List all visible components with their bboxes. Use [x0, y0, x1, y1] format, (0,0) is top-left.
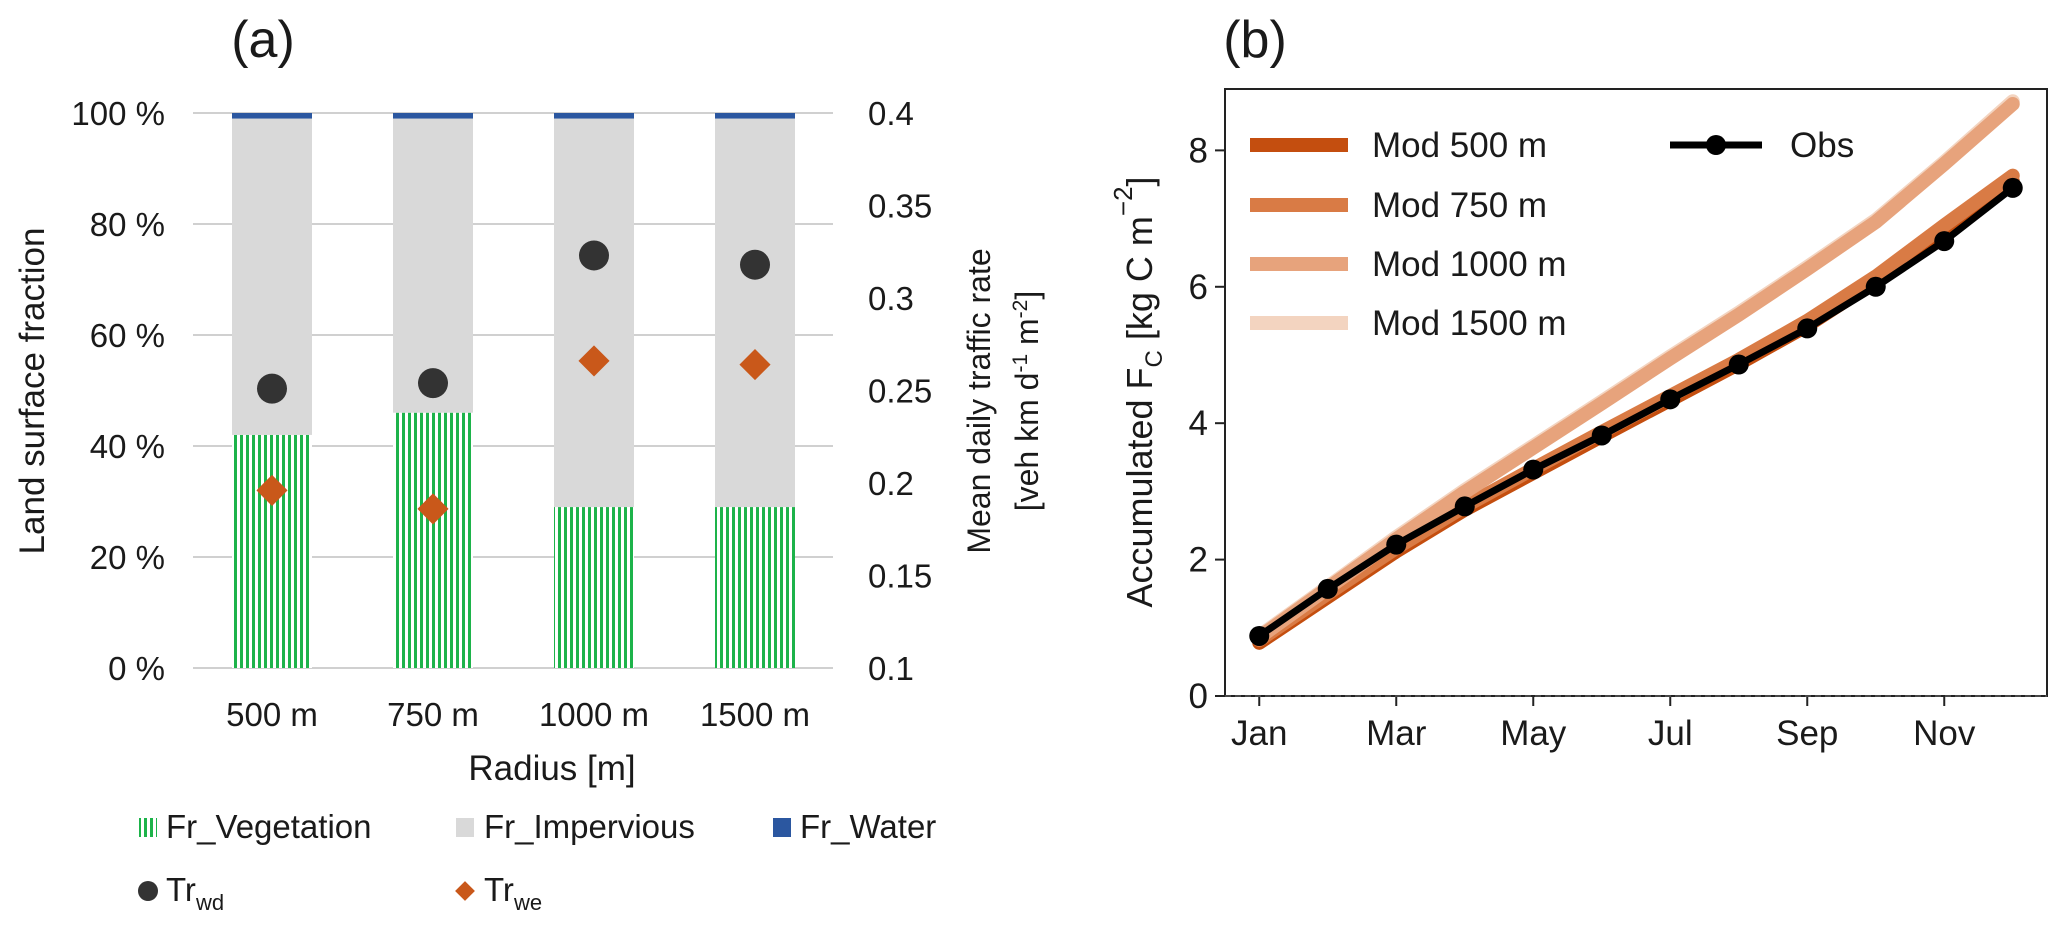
right-y-tick-label: 0.4: [868, 95, 914, 132]
y-tick-label: 20 %: [90, 539, 165, 576]
right-y-tick-label: 0.15: [868, 558, 932, 595]
y-tick-label: 40 %: [90, 428, 165, 465]
panel-a-bars: [232, 113, 795, 668]
point-obs-1: [1249, 625, 1270, 646]
point-obs-3: [1386, 534, 1407, 555]
point-obs-9: [1797, 318, 1818, 339]
y-tick-label: 80 %: [90, 206, 165, 243]
line-mod-1000-m: [1252, 97, 2020, 645]
right-y-tick-label: 0.2: [868, 465, 914, 502]
x-tick-label: Mar: [1366, 714, 1427, 753]
legend-label-tr-we: Trwe: [484, 871, 542, 915]
panel-a-title: (a): [231, 11, 295, 69]
x-tick-label: 1000 m: [539, 696, 649, 733]
marker-tr-we-500-m: [256, 474, 288, 506]
point-obs-2: [1317, 578, 1338, 599]
legend-label-water: Fr_Water: [800, 808, 936, 845]
point-obs-12: [2002, 177, 2023, 198]
bar-fr-impervious-1000-m: [554, 118, 634, 508]
legend-swatch-water: [773, 818, 791, 837]
panel-a-right-y-label-line2: [veh km d-1 m-2]: [1009, 291, 1046, 512]
panel-a-y-label: Land surface fraction: [13, 228, 52, 555]
panel-a-x-axis: 500 m 750 m 1000 m 1500 m: [226, 696, 810, 733]
line-obs: [1255, 184, 2017, 640]
legend-label-tr-wd: Trwd: [166, 871, 224, 915]
panel-a-right-axis: 0.1 0.15 0.2 0.25 0.3 0.35 0.4: [868, 95, 932, 687]
right-y-tick-label: 0.3: [868, 280, 914, 317]
x-tick-label: Jan: [1231, 714, 1287, 753]
point-obs-6: [1591, 425, 1612, 446]
panel-b-y-label: Accumulated FC [kg C m−2]: [1108, 176, 1168, 607]
bar-fr-vegetation-1500-m: [715, 507, 795, 668]
y-tick-label: 60 %: [90, 317, 165, 354]
bar-fr-water-1000-m: [554, 113, 634, 119]
panel-a-right-y-label-line1: Mean daily traffic rate: [961, 248, 997, 553]
legend-marker-tr-we: [455, 881, 475, 901]
panel-a-legend: Fr_Vegetation Fr_Impervious Fr_Water Trw…: [138, 808, 936, 915]
panel-b-title: (b): [1223, 11, 1287, 69]
x-tick-label: 500 m: [226, 696, 318, 733]
x-tick-label: 1500 m: [700, 696, 810, 733]
x-tick-label: Jul: [1648, 714, 1693, 753]
panel-b: (b) 0 2 4 6 8 Jan Mar May Jul Sep Nov Accumulated …: [1108, 11, 2048, 753]
point-obs-5: [1523, 459, 1544, 480]
point-obs-8: [1728, 354, 1749, 375]
legend-marker-obs: [1706, 135, 1726, 155]
legend-label-mod-1500: Mod 1500 m: [1372, 304, 1567, 343]
legend-label-mod-1000: Mod 1000 m: [1372, 245, 1567, 284]
panel-a: (a) 0 %20 %40 %60 %80 %100 % 0.10.150.20…: [13, 11, 1045, 915]
point-obs-11: [1934, 231, 1955, 252]
x-tick-label: Sep: [1776, 714, 1838, 753]
y-tick-label: 0: [1189, 677, 1208, 716]
y-tick-label: 2: [1189, 541, 1208, 580]
marker-tr-wd-1000-m: [579, 240, 609, 271]
bar-fr-water-750-m: [393, 113, 473, 119]
legend-swatch-impervious: [456, 818, 474, 837]
legend-swatch-vegetation: [139, 818, 157, 837]
legend-label-mod-750: Mod 750 m: [1372, 186, 1547, 225]
legend-label-impervious: Fr_Impervious: [484, 808, 695, 845]
marker-tr-wd-1500-m: [740, 249, 770, 280]
bar-fr-vegetation-750-m: [393, 412, 473, 668]
point-obs-4: [1454, 496, 1475, 517]
y-tick-label: 100 %: [71, 95, 165, 132]
bar-fr-impervious-1500-m: [715, 118, 795, 508]
x-tick-label: Nov: [1913, 714, 1976, 753]
panel-b-axes-ticks: 0 2 4 6 8 Jan Mar May Jul Sep Nov: [1189, 131, 2047, 753]
right-y-tick-label: 0.35: [868, 188, 932, 225]
y-tick-label: 4: [1189, 404, 1208, 443]
marker-tr-wd-750-m: [418, 368, 448, 399]
legend-label-mod-500: Mod 500 m: [1372, 126, 1547, 165]
right-y-tick-label: 0.25: [868, 373, 932, 410]
marker-tr-we-1500-m: [739, 349, 771, 381]
bar-fr-water-1500-m: [715, 113, 795, 119]
x-tick-label: May: [1500, 714, 1567, 753]
marker-tr-wd-500-m: [257, 373, 287, 404]
marker-tr-we-1000-m: [578, 345, 610, 377]
right-y-tick-label: 0.1: [868, 650, 914, 687]
bar-fr-vegetation-1000-m: [554, 507, 634, 668]
marker-tr-we-750-m: [417, 493, 449, 525]
panel-b-legend: Mod 500 m Mod 750 m Mod 1000 m Mod 1500 …: [1250, 126, 1854, 343]
panel-a-traffic-markers: [256, 240, 771, 525]
y-tick-label: 0 %: [108, 650, 165, 687]
panel-a-x-label: Radius [m]: [468, 749, 635, 788]
point-obs-10: [1865, 276, 1886, 297]
legend-label-vegetation: Fr_Vegetation: [166, 808, 371, 845]
bar-fr-vegetation-500-m: [232, 434, 312, 668]
y-tick-label: 6: [1189, 268, 1208, 307]
y-tick-label: 8: [1189, 131, 1208, 170]
panel-a-left-axis: 0 % 20 % 40 % 60 % 80 % 100 %: [71, 95, 165, 687]
point-obs-7: [1660, 389, 1681, 410]
panel-b-lines: [1249, 94, 2023, 650]
bar-fr-impervious-750-m: [393, 118, 473, 413]
legend-marker-tr-wd: [138, 881, 158, 901]
x-tick-label: 750 m: [387, 696, 479, 733]
legend-label-obs: Obs: [1790, 126, 1854, 165]
bar-fr-water-500-m: [232, 113, 312, 119]
